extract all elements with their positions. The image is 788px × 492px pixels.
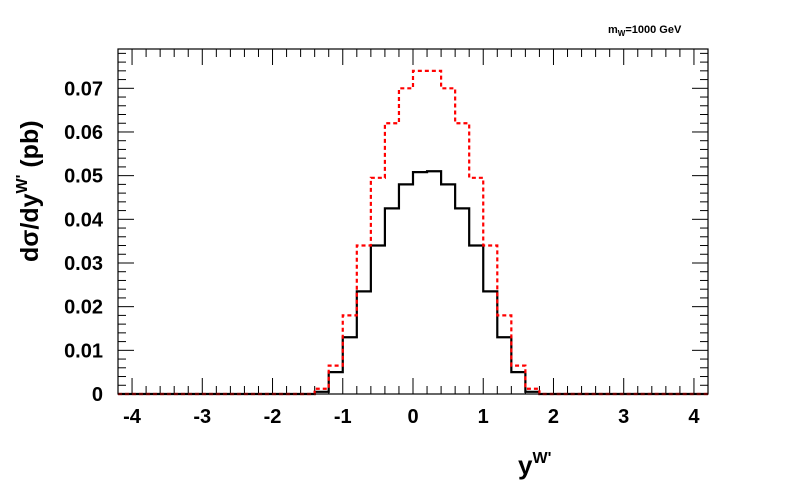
x-tick-label: -2 — [264, 406, 282, 428]
axis-ticks — [117, 49, 709, 395]
mass-annotation: mW=1000 GeV — [608, 24, 682, 38]
x-tick-label: 1 — [478, 406, 489, 428]
x-tick-label: -3 — [193, 406, 211, 428]
x-tick-label: -1 — [334, 406, 352, 428]
y-tick-label: 0.02 — [64, 297, 103, 319]
y-tick-label: 0.07 — [64, 78, 103, 100]
x-axis-title: yW' — [518, 450, 551, 480]
series-line-1 — [118, 170, 708, 396]
y-tick-label: 0.04 — [64, 209, 104, 231]
y-axis-title: dσ/dyW' (pb) — [14, 120, 44, 262]
series-line-2 — [118, 69, 708, 396]
y-tick-label: 0 — [92, 384, 103, 406]
x-tick-label: 2 — [548, 406, 559, 428]
y-tick-label: 0.01 — [64, 340, 103, 362]
y-tick-label: 0.05 — [64, 166, 103, 188]
y-tick-label: 0.06 — [64, 122, 103, 144]
x-tick-label: -4 — [123, 406, 142, 428]
x-tick-label: 3 — [618, 406, 629, 428]
y-tick-labels: 0 0.01 0.02 0.03 0.04 0.05 0.06 0.07 — [64, 78, 104, 406]
histogram-series — [118, 69, 708, 396]
x-tick-label: 4 — [688, 406, 700, 428]
x-tick-labels: -4 -3 -2 -1 0 1 2 3 4 — [123, 406, 700, 428]
y-tick-label: 0.03 — [64, 253, 103, 275]
plot-frame — [117, 48, 709, 395]
x-tick-label: 0 — [407, 406, 418, 428]
